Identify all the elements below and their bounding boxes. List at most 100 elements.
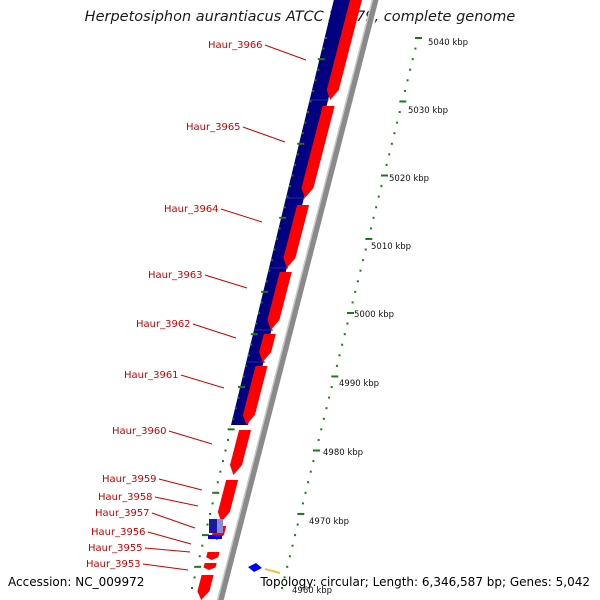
forward-gene-arrow [203,563,217,570]
accession-text: Accession: NC_009972 [8,575,145,589]
gene-label-connector [142,563,189,571]
minor-tick [301,132,304,135]
gene-label: Haur_3963 [148,270,203,281]
minor-tick [227,438,230,441]
minor-tick [255,322,258,325]
minor-tick [312,89,315,92]
minor-tick [341,343,344,346]
minor-tick [242,375,245,378]
minor-tick [351,301,354,304]
minor-tick [309,100,312,103]
gene-label: Haur_3962 [136,319,191,330]
major-tick [297,142,305,145]
minor-tick [193,576,196,579]
forward-gene-arrow [230,430,252,475]
minor-tick [304,491,307,494]
scale-tick-label: 4970 kbp [309,517,349,527]
minor-tick [364,248,367,251]
gene-label-connector [242,126,286,143]
gene-label-connector [154,496,199,507]
minor-tick [409,68,412,71]
minor-tick [291,174,294,177]
small-gene-block [209,519,217,533]
gene-label: Haur_3958 [98,492,153,503]
minor-tick [314,79,317,82]
small-gene-block-light [217,519,223,533]
minor-tick [294,163,297,166]
scale-tick-label: 4980 kbp [323,448,363,458]
gene-label-connector [264,44,307,61]
minor-tick [346,322,349,325]
minor-tick [216,481,219,484]
minor-tick [237,396,240,399]
forward-gene-arrow [217,480,239,522]
small-reverse-arrow-2 [248,563,262,572]
minor-tick [301,502,304,505]
minor-tick [276,237,279,240]
minor-tick [322,417,325,420]
major-tick [399,100,407,103]
minor-tick [414,47,417,50]
minor-tick [270,259,273,262]
gene-label: Haur_3960 [112,426,167,437]
gene-label: Haur_3964 [164,204,219,215]
major-tick [297,512,305,515]
minor-tick [224,449,227,452]
minor-tick [250,343,253,346]
major-tick [237,386,245,389]
forward-gene-arrow [242,366,268,425]
minor-tick [209,512,212,515]
minor-tick [283,206,286,209]
genome-backbone-highlight [216,0,374,600]
minor-tick [325,407,328,410]
minor-tick [411,58,414,61]
gene-label: Haur_3955 [88,543,143,554]
minor-tick [388,153,391,156]
minor-tick [356,280,359,283]
gene-label: Haur_3957 [95,508,150,519]
minor-tick [245,364,248,367]
minor-tick [309,470,312,473]
gene-label: Haur_3961 [124,370,179,381]
forward-gene-arrow [267,272,292,330]
small-feature-yellow [264,568,281,574]
minor-tick [296,523,299,526]
major-tick [415,37,422,39]
minor-tick [325,37,327,39]
minor-tick [385,163,388,166]
major-tick [212,491,220,494]
minor-tick [338,354,341,357]
minor-tick [312,460,315,463]
forward-gene-arrow [301,106,335,198]
scale-tick-label: 5010 kbp [371,242,411,252]
minor-tick [260,301,263,304]
map-title: Herpetosiphon aurantiacus ATCC 23779, co… [84,9,516,25]
minor-tick [354,290,357,293]
minor-tick [206,523,209,526]
minor-tick [317,438,320,441]
gene-label-connector [168,430,213,445]
minor-tick [191,587,193,589]
gene-label: Haur_3965 [186,122,241,133]
minor-tick [198,555,201,558]
minor-tick [375,206,378,209]
minor-tick [362,259,365,262]
minor-tick [396,121,399,124]
minor-tick [283,576,286,579]
gene-label-connector [144,547,191,553]
minor-tick [291,544,294,547]
gene-label: Haur_3953 [86,559,141,570]
minor-tick [380,185,383,188]
gene-label-connector [204,274,248,289]
major-tick [201,534,209,537]
minor-tick [369,227,372,230]
minor-tick [268,269,271,272]
major-tick [317,58,325,61]
scale-tick-label: 5020 kbp [389,174,429,184]
minor-tick [307,481,310,484]
minor-tick [288,185,291,188]
minor-tick [317,68,320,71]
gene-label-connector [151,512,196,529]
major-tick [227,428,235,431]
